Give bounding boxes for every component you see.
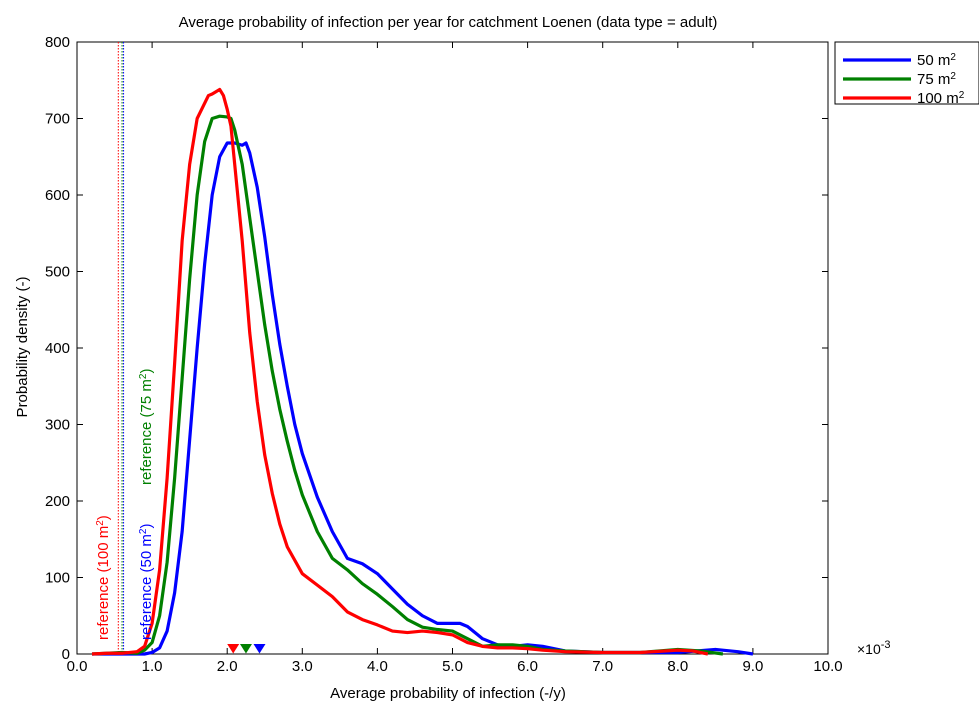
y-tick-label: 400 <box>45 340 70 357</box>
legend-label-1: 50 m2 <box>917 52 956 70</box>
y-tick-label: 100 <box>45 570 70 587</box>
x-tick-label: 9.0 <box>742 658 763 675</box>
x-tick-label: 10.0 <box>813 658 842 675</box>
mean-marker <box>253 644 266 654</box>
x-tick-label: 0.0 <box>67 658 88 675</box>
reference-label: reference (75 m2) <box>138 369 156 485</box>
x-tick-label: 7.0 <box>592 658 613 675</box>
y-tick-label: 800 <box>45 34 70 51</box>
y-tick-label: 0 <box>62 646 70 663</box>
x-tick-label: 6.0 <box>517 658 538 675</box>
x-tick-label: 4.0 <box>367 658 388 675</box>
x-tick-label: 5.0 <box>442 658 463 675</box>
mean-marker <box>227 644 240 654</box>
reference-label: reference (100 m2) <box>95 515 113 640</box>
x-tick-label: 2.0 <box>217 658 238 675</box>
y-tick-label: 700 <box>45 111 70 128</box>
x-tick-label: 3.0 <box>292 658 313 675</box>
x-axis-label: Average probability of infection (-/y) <box>330 685 566 702</box>
x-tick-label: 1.0 <box>142 658 163 675</box>
x-tick-label: 8.0 <box>667 658 688 675</box>
reference-label: reference (50 m2) <box>138 524 156 640</box>
x-axis-multiplier-label: ×10-3 <box>857 639 891 657</box>
chart-title: Average probability of infection per yea… <box>179 14 718 31</box>
y-tick-label: 500 <box>45 264 70 281</box>
series-line-1 <box>92 141 754 656</box>
y-tick-label: 300 <box>45 417 70 434</box>
legend-label-3: 100 m2 <box>917 90 965 108</box>
mean-marker <box>239 644 252 654</box>
y-tick-label: 200 <box>45 493 70 510</box>
plot-area: 0.0 1.0 2.0 3.0 4.0 5.0 6.0 7.0 8.0 9.0 10.0 0 100 20… <box>45 34 843 675</box>
axes-frame <box>76 41 829 655</box>
y-tick-label: 600 <box>45 187 70 204</box>
y-axis-label: Probability density (-) <box>14 277 31 418</box>
legend-box <box>834 41 979 105</box>
series-line-2 <box>91 114 724 656</box>
series-line-3 <box>91 87 709 656</box>
legend-label-2: 75 m2 <box>917 71 956 89</box>
